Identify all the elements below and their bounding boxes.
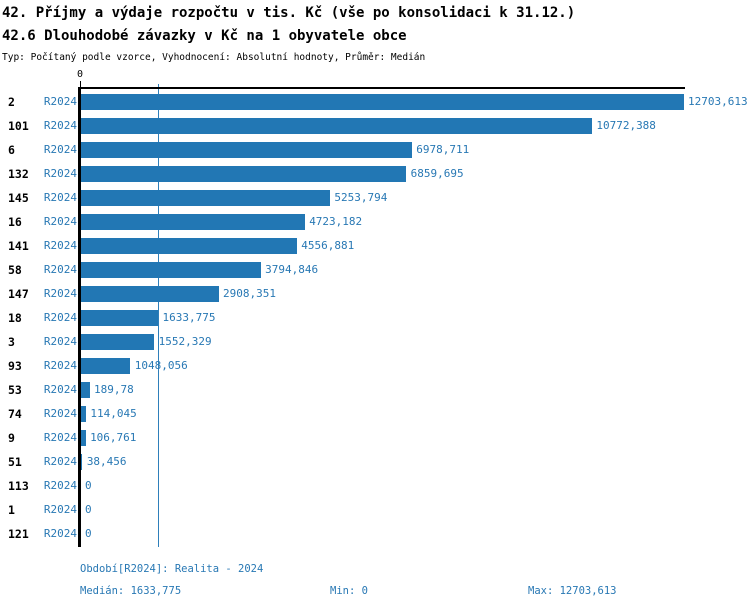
bar[interactable] bbox=[80, 430, 86, 446]
bar-value-label: 189,78 bbox=[94, 383, 134, 396]
bar[interactable] bbox=[80, 454, 83, 470]
row-series-label: R2024 bbox=[43, 191, 77, 204]
footer-min-label: Min: 0 bbox=[330, 585, 368, 597]
bar[interactable] bbox=[80, 238, 297, 254]
row-rank-label: 93 bbox=[8, 359, 22, 373]
bar-value-label: 0 bbox=[85, 527, 92, 540]
row-rank-label: 1 bbox=[8, 503, 15, 517]
row-rank-label: 145 bbox=[8, 191, 29, 205]
x-axis-top-spine bbox=[78, 87, 685, 89]
row-series-label: R2024 bbox=[43, 143, 77, 156]
footer-max-label: Max: 12703,613 bbox=[528, 585, 617, 597]
bar[interactable] bbox=[80, 214, 305, 230]
row-rank-label: 6 bbox=[8, 143, 15, 157]
bar-value-label: 4556,881 bbox=[301, 239, 355, 252]
row-rank-label: 51 bbox=[8, 455, 22, 469]
bar-value-label: 38,456 bbox=[86, 455, 127, 468]
bar[interactable] bbox=[80, 406, 86, 422]
footer-median-label: Medián: 1633,775 bbox=[80, 585, 182, 597]
row-series-label: R2024 bbox=[43, 431, 77, 444]
row-rank-label: 2 bbox=[8, 95, 15, 109]
row-series-label: R2024 bbox=[43, 215, 77, 228]
bar-value-label: 4723,182 bbox=[309, 215, 363, 228]
bar-value-label: 1048,056 bbox=[134, 359, 188, 372]
row-series-label: R2024 bbox=[43, 119, 77, 132]
bar[interactable] bbox=[80, 190, 330, 206]
row-rank-label: 101 bbox=[8, 119, 29, 133]
row-series-label: R2024 bbox=[43, 263, 77, 276]
row-rank-label: 16 bbox=[8, 215, 22, 229]
row-series-label: R2024 bbox=[43, 311, 77, 324]
bar-value-label: 1552,329 bbox=[158, 335, 212, 348]
bar[interactable] bbox=[80, 286, 219, 302]
bar[interactable] bbox=[80, 358, 131, 374]
bar[interactable] bbox=[80, 262, 261, 278]
row-series-label: R2024 bbox=[43, 287, 77, 300]
row-rank-label: 9 bbox=[8, 431, 15, 445]
row-rank-label: 18 bbox=[8, 311, 22, 325]
chart-title-line1: 42. Příjmy a výdaje rozpočtu v tis. Kč (… bbox=[2, 5, 576, 21]
bar[interactable] bbox=[80, 142, 412, 158]
row-series-label: R2024 bbox=[43, 95, 77, 108]
row-series-label: R2024 bbox=[43, 407, 77, 420]
chart-title-line2: 42.6 Dlouhodobé závazky v Kč na 1 obyvat… bbox=[2, 28, 407, 44]
bar-value-label: 2908,351 bbox=[223, 287, 277, 300]
x-axis-zero-tick-label: 0 bbox=[76, 69, 84, 80]
bar[interactable] bbox=[80, 118, 592, 134]
row-series-label: R2024 bbox=[43, 167, 77, 180]
row-rank-label: 147 bbox=[8, 287, 29, 301]
y-axis-spine bbox=[78, 87, 81, 547]
bar-value-label: 1633,775 bbox=[162, 311, 216, 324]
row-series-label: R2024 bbox=[43, 239, 77, 252]
row-rank-label: 121 bbox=[8, 527, 29, 541]
bar[interactable] bbox=[80, 166, 407, 182]
row-rank-label: 141 bbox=[8, 239, 29, 253]
row-series-label: R2024 bbox=[43, 479, 77, 492]
row-series-label: R2024 bbox=[43, 359, 77, 372]
row-series-label: R2024 bbox=[43, 455, 77, 468]
bar-value-label: 12703,613 bbox=[688, 95, 748, 108]
row-rank-label: 74 bbox=[8, 407, 22, 421]
bar[interactable] bbox=[80, 334, 155, 350]
row-rank-label: 3 bbox=[8, 335, 15, 349]
bar-value-label: 10772,388 bbox=[596, 119, 656, 132]
bar-value-label: 3794,846 bbox=[265, 263, 319, 276]
row-series-label: R2024 bbox=[43, 383, 77, 396]
footer-period-label: Období[R2024]: Realita - 2024 bbox=[80, 563, 264, 575]
bar-value-label: 5253,794 bbox=[334, 191, 388, 204]
bar-value-label: 0 bbox=[85, 479, 92, 492]
bar[interactable] bbox=[80, 310, 159, 326]
bar[interactable] bbox=[80, 382, 90, 398]
bar-value-label: 0 bbox=[85, 503, 92, 516]
bar-value-label: 106,761 bbox=[90, 431, 137, 444]
bar-value-label: 114,045 bbox=[90, 407, 137, 420]
row-rank-label: 113 bbox=[8, 479, 29, 493]
median-line bbox=[158, 84, 160, 547]
row-rank-label: 132 bbox=[8, 167, 29, 181]
x-axis-zero-tick-mark bbox=[80, 81, 81, 88]
bar[interactable] bbox=[80, 94, 684, 110]
chart-subtitle: Typ: Počítaný podle vzorce, Vyhodnocení:… bbox=[2, 52, 426, 63]
bar-value-label: 6978,711 bbox=[416, 143, 470, 156]
row-rank-label: 53 bbox=[8, 383, 22, 397]
row-series-label: R2024 bbox=[43, 527, 77, 540]
row-series-label: R2024 bbox=[43, 503, 77, 516]
row-series-label: R2024 bbox=[43, 335, 77, 348]
row-rank-label: 58 bbox=[8, 263, 22, 277]
bar-value-label: 6859,695 bbox=[410, 167, 464, 180]
